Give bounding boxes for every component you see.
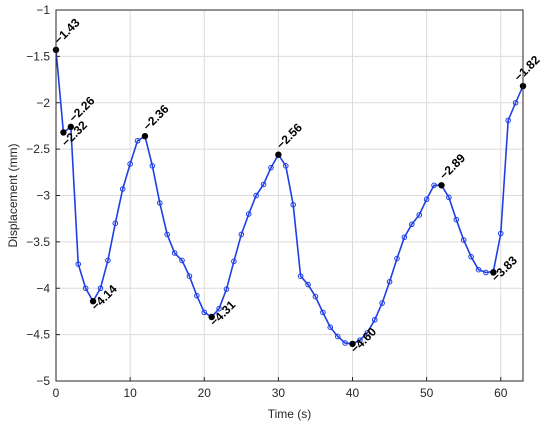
data-point xyxy=(483,269,489,276)
data-point xyxy=(97,285,104,292)
data-point xyxy=(386,278,393,285)
data-point xyxy=(423,196,430,203)
data-point xyxy=(505,117,511,124)
data-point xyxy=(512,99,519,106)
data-point xyxy=(156,200,163,206)
data-point xyxy=(149,163,156,169)
data-point xyxy=(75,261,82,267)
data-point xyxy=(194,292,200,299)
x-tick-label: 40 xyxy=(346,386,360,400)
x-tick-label: 0 xyxy=(53,386,60,400)
data-point xyxy=(394,255,400,262)
data-point xyxy=(497,230,504,237)
annotated-point xyxy=(438,182,445,189)
data-point xyxy=(112,220,119,227)
annotated-point xyxy=(349,340,356,348)
annotated-point xyxy=(141,132,149,140)
data-point xyxy=(119,186,126,192)
data-point xyxy=(357,337,363,343)
y-tick-label: −4.5 xyxy=(26,328,50,342)
annotated-point xyxy=(67,123,75,131)
plot-frame xyxy=(55,9,524,382)
data-point xyxy=(379,300,385,306)
axis-ticks: 0 10 20 30 40 50 60 −1 −1.5 −2 −2.5 −3 −3.5 −4 −4.5 −5 xyxy=(26,3,507,400)
data-point xyxy=(245,211,252,217)
data-point xyxy=(371,316,378,323)
x-tick-label: 10 xyxy=(123,386,137,400)
series-line xyxy=(55,49,524,345)
y-axis-label: Displacement (mm) xyxy=(6,143,20,247)
annotated-point xyxy=(60,129,67,136)
data-point xyxy=(238,231,245,238)
y-tick-label: −2 xyxy=(36,96,50,110)
data-point xyxy=(282,163,289,169)
data-point xyxy=(260,181,267,188)
y-tick-label: −4 xyxy=(36,281,50,295)
annotated-point xyxy=(490,269,497,276)
data-point xyxy=(82,285,89,292)
annotated-point xyxy=(89,298,97,305)
data-point xyxy=(431,182,437,189)
y-tick-label: −5 xyxy=(36,374,50,388)
data-point xyxy=(327,324,334,331)
y-tick-label: −1 xyxy=(36,3,50,17)
y-tick-label: −1.5 xyxy=(26,49,50,63)
data-point xyxy=(186,273,193,279)
data-point xyxy=(105,257,111,264)
annotated-point xyxy=(275,151,282,158)
data-point xyxy=(364,329,371,336)
data-point xyxy=(446,194,452,201)
x-tick-label: 50 xyxy=(420,386,434,400)
data-point xyxy=(223,286,230,292)
data-point xyxy=(171,250,178,256)
data-point xyxy=(253,192,259,199)
data-point xyxy=(305,281,311,288)
data-point xyxy=(468,253,474,260)
data-point xyxy=(297,273,304,279)
data-point xyxy=(127,161,133,167)
x-tick-label: 30 xyxy=(272,386,286,400)
y-tick-label: −3.5 xyxy=(26,235,50,249)
data-point xyxy=(231,258,237,265)
data-point xyxy=(409,221,415,228)
data-point xyxy=(312,293,319,300)
x-tick-label: 60 xyxy=(494,386,508,400)
series-layer xyxy=(53,47,526,347)
data-point xyxy=(290,201,297,208)
data-point xyxy=(164,231,170,238)
data-point xyxy=(453,216,460,223)
x-axis-label: Time (s) xyxy=(268,407,312,421)
data-point xyxy=(475,266,482,273)
data-point xyxy=(134,137,141,144)
data-point xyxy=(416,212,423,218)
data-point xyxy=(268,164,274,171)
annotated-point xyxy=(208,313,215,321)
data-point xyxy=(216,305,222,312)
y-tick-label: −2.5 xyxy=(26,142,50,156)
data-point xyxy=(334,333,341,340)
data-point xyxy=(320,309,326,316)
y-tick-label: −3 xyxy=(36,189,50,203)
data-point xyxy=(342,340,348,346)
data-point xyxy=(201,309,208,316)
data-point xyxy=(179,257,185,264)
data-point xyxy=(460,237,467,243)
x-tick-label: 20 xyxy=(198,386,212,400)
data-point xyxy=(401,234,408,241)
